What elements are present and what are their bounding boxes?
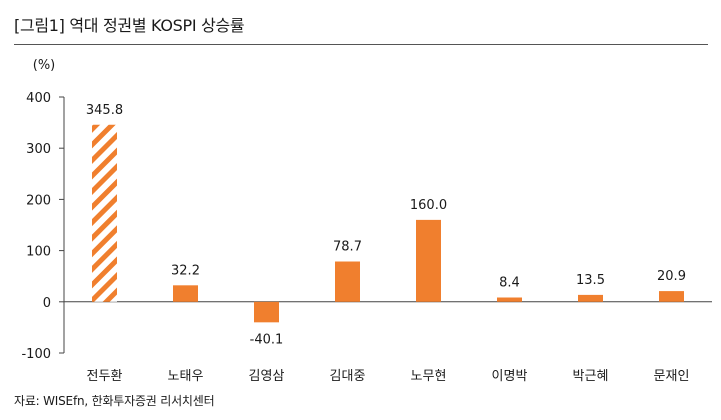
bar-김영삼: [254, 301, 279, 323]
data-label: 345.8: [86, 103, 123, 118]
source-note: 자료: WISEfn, 한화투자증권 리서치센터: [14, 394, 215, 408]
data-label: 13.5: [576, 273, 605, 288]
bar-노태우: [173, 285, 198, 302]
y-tick-label: 300: [26, 142, 51, 157]
category-label: 박근혜: [573, 369, 609, 384]
bar-박근혜: [578, 294, 603, 302]
bar-chart: (%) 400 300 200 100 0 -100 345.8 전두환 32.2 노태우 -40.…: [21, 58, 712, 384]
category-label: 문재인: [654, 369, 690, 384]
y-unit-label: (%): [33, 58, 56, 73]
title-divider: [14, 44, 708, 45]
category-label: 전두환: [87, 369, 123, 384]
data-label: 8.4: [499, 275, 520, 290]
data-label: 160.0: [410, 198, 447, 213]
category-label: 김대중: [330, 369, 366, 384]
bar-이명박: [497, 297, 522, 302]
data-label: 20.9: [657, 269, 686, 284]
category-label: 김영삼: [249, 369, 285, 384]
data-label: 32.2: [171, 263, 200, 278]
bar-문재인: [659, 291, 684, 302]
y-tick-label: 100: [26, 245, 51, 260]
category-label: 이명박: [492, 369, 528, 384]
y-tick-label: -100: [21, 347, 51, 362]
data-label: 78.7: [333, 240, 362, 255]
data-label: -40.1: [250, 332, 284, 347]
y-tick-label: 400: [26, 91, 51, 106]
bar-김대중: [335, 261, 360, 302]
bar-노무현: [416, 219, 441, 302]
bar-전두환: [92, 124, 117, 302]
chart-title: [그림1] 역대 정권별 KOSPI 상승률: [14, 16, 245, 35]
y-tick-label: 0: [43, 296, 51, 311]
category-label: 노무현: [411, 369, 447, 384]
y-tick-label: 200: [26, 193, 51, 208]
category-label: 노태우: [168, 369, 204, 384]
